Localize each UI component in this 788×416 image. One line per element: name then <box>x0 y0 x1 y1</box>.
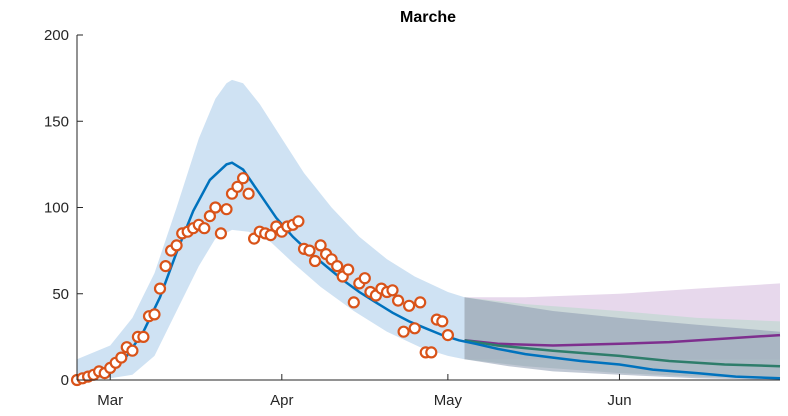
scenario-2-line <box>464 339 781 368</box>
x-tick-label: Jun <box>607 392 631 409</box>
observed-point <box>148 308 161 321</box>
x-tick-label: Mar <box>97 392 123 409</box>
observed-point <box>331 260 344 273</box>
x-tick-label: May <box>434 392 463 409</box>
observed-point <box>392 294 405 307</box>
observed-point <box>414 296 427 309</box>
projection-band <box>464 297 780 380</box>
observed-point <box>358 272 371 285</box>
observed-point <box>408 322 421 335</box>
observed-point <box>203 210 216 223</box>
observed-point <box>386 284 399 297</box>
observed-point <box>153 282 167 295</box>
observed-point <box>115 351 128 364</box>
observed-point <box>292 215 305 228</box>
observed-point <box>264 229 277 242</box>
y-tick-label: 100 <box>44 200 69 217</box>
observed-point <box>231 180 244 193</box>
observed-point <box>159 260 172 273</box>
observed-point <box>198 222 211 235</box>
observed-point <box>314 239 327 252</box>
y-tick-label: 150 <box>44 113 69 130</box>
observed-point <box>209 201 222 214</box>
observed-point <box>308 254 322 268</box>
observed-point <box>347 296 360 309</box>
observed-point <box>220 203 233 216</box>
observed-point <box>242 187 255 200</box>
axis-layer: 0 50 100 150 200 Mar Apr May Jun <box>44 27 780 409</box>
y-tick-label: 200 <box>44 27 69 44</box>
observed-point <box>237 172 250 185</box>
observed-point <box>342 263 355 276</box>
observed-point <box>436 315 449 328</box>
observed-point <box>397 325 410 338</box>
y-tick-label: 50 <box>52 286 69 303</box>
observed-point <box>170 239 183 252</box>
observed-point <box>137 330 150 343</box>
observed-point <box>441 329 454 342</box>
observed-point <box>126 344 139 357</box>
observed-point <box>214 227 227 240</box>
observed-marker-layer <box>70 172 454 387</box>
observed-point <box>303 244 316 257</box>
x-tick-label: Apr <box>270 392 293 409</box>
observed-point <box>425 346 438 359</box>
y-tick-label: 0 <box>61 372 69 389</box>
observed-point <box>403 299 416 312</box>
scenario-1-line <box>464 333 781 347</box>
chart-title: Marche <box>400 9 456 26</box>
